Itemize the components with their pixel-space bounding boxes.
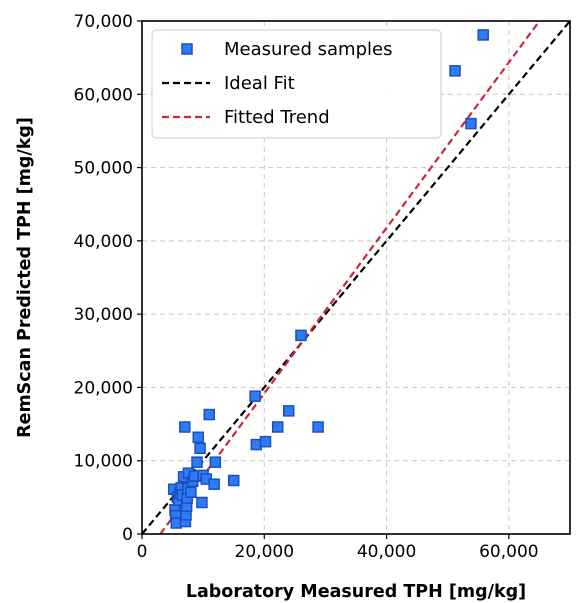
trend-lines xyxy=(142,21,570,534)
x-tick-label: 60,000 xyxy=(479,542,538,562)
sample-point xyxy=(191,456,203,468)
sample-point xyxy=(179,421,191,433)
y-tick-label: 70,000 xyxy=(74,12,133,32)
fitted-trend-line xyxy=(159,21,541,534)
y-tick-label: 40,000 xyxy=(74,232,133,252)
measured-samples-points xyxy=(168,29,489,529)
y-tick-label: 30,000 xyxy=(74,305,133,325)
x-tick-label: 20,000 xyxy=(235,542,294,562)
legend-box xyxy=(151,29,442,139)
x-axis-title: Laboratory Measured TPH [mg/kg] xyxy=(186,582,526,602)
sample-point xyxy=(271,421,284,433)
sample-point xyxy=(249,390,261,402)
y-tick-label: 60,000 xyxy=(74,85,133,105)
x-tick-label: 0 xyxy=(137,542,148,562)
sample-point xyxy=(196,496,208,509)
y-tick-label: 10,000 xyxy=(74,452,133,472)
sample-point xyxy=(203,408,216,421)
legend-label-fitted-trend: Fitted Trend xyxy=(224,107,330,128)
legend-label-ideal-fit: Ideal Fit xyxy=(224,73,295,94)
sample-point xyxy=(209,456,222,468)
y-tick-label: 0 xyxy=(122,525,133,545)
legend: Measured samples Ideal Fit Fitted Trend xyxy=(151,29,442,139)
legend-label-measured-samples: Measured samples xyxy=(224,39,392,60)
y-tick-label: 20,000 xyxy=(74,378,133,398)
y-tick-label: 50,000 xyxy=(74,159,133,179)
x-tick-label: 40,000 xyxy=(357,542,416,562)
sample-point xyxy=(465,117,477,130)
sample-point xyxy=(312,421,324,433)
sample-point xyxy=(227,474,240,487)
sample-point xyxy=(282,405,295,417)
sample-point xyxy=(194,442,206,455)
plot-frame xyxy=(141,20,571,535)
sample-point xyxy=(208,478,220,490)
sample-point xyxy=(192,431,205,444)
sample-point xyxy=(185,486,197,498)
sample-point xyxy=(295,329,307,342)
y-axis-title: RemScan Predicted TPH [mg/kg] xyxy=(15,117,35,438)
sample-point xyxy=(477,29,489,41)
sample-point xyxy=(449,65,461,77)
legend-marker-square xyxy=(181,43,193,55)
axis-ticks: 0 20,000 40,000 60,000 0 10,000 20,000 30,000 40… xyxy=(74,12,539,562)
ideal-fit-line xyxy=(142,21,570,534)
sample-point xyxy=(259,435,272,448)
